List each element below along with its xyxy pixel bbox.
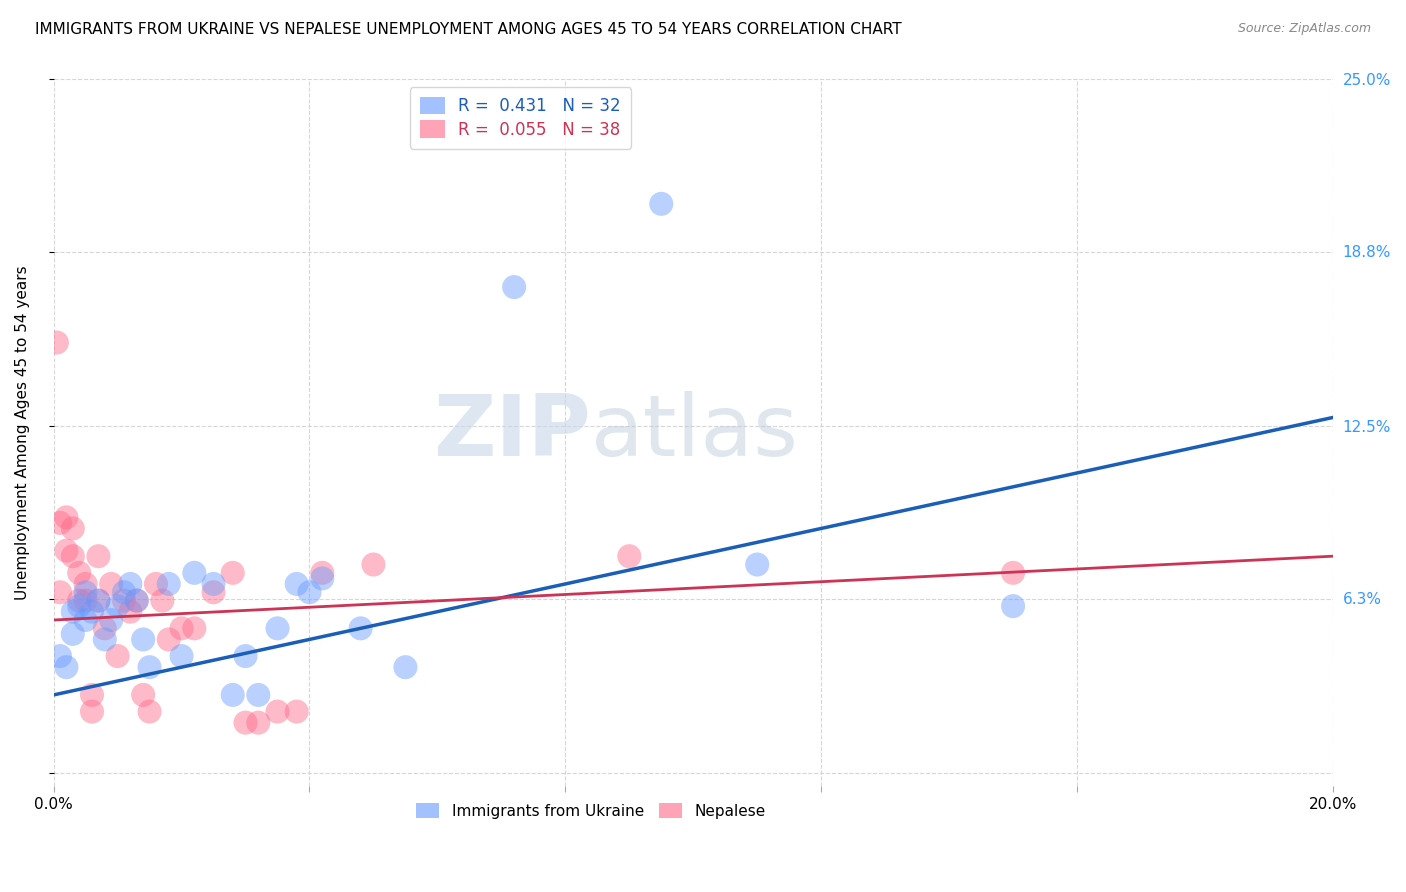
Point: [100, 613, 122, 627]
Point: [94, 621, 117, 635]
Point: [298, 585, 321, 599]
Point: [266, 621, 288, 635]
Point: [138, 660, 160, 674]
Point: [183, 621, 205, 635]
Point: [350, 621, 373, 635]
Point: [49, 585, 72, 599]
Point: [87, 549, 110, 564]
Point: [49, 516, 72, 530]
Point: [75, 593, 97, 607]
Point: [107, 599, 129, 614]
Y-axis label: Unemployment Among Ages 45 to 54 years: Unemployment Among Ages 45 to 54 years: [15, 266, 30, 600]
Point: [125, 593, 148, 607]
Point: [62, 627, 84, 641]
Point: [170, 649, 193, 664]
Point: [62, 521, 84, 535]
Point: [157, 632, 180, 647]
Text: ZIP: ZIP: [433, 392, 591, 475]
Point: [222, 566, 245, 580]
Point: [311, 566, 333, 580]
Text: Source: ZipAtlas.com: Source: ZipAtlas.com: [1237, 22, 1371, 36]
Point: [183, 566, 205, 580]
Point: [100, 577, 122, 591]
Point: [120, 605, 142, 619]
Point: [67, 593, 90, 607]
Point: [650, 197, 672, 211]
Point: [67, 599, 90, 614]
Point: [1002, 599, 1025, 614]
Point: [112, 585, 135, 599]
Point: [503, 280, 526, 294]
Point: [311, 571, 333, 585]
Point: [138, 705, 160, 719]
Point: [80, 688, 103, 702]
Point: [94, 632, 117, 647]
Point: [55, 543, 77, 558]
Point: [132, 632, 155, 647]
Point: [125, 593, 148, 607]
Point: [55, 510, 77, 524]
Point: [747, 558, 769, 572]
Point: [363, 558, 385, 572]
Point: [75, 585, 97, 599]
Point: [285, 705, 308, 719]
Legend: Immigrants from Ukraine, Nepalese: Immigrants from Ukraine, Nepalese: [411, 797, 772, 825]
Point: [247, 715, 270, 730]
Point: [75, 613, 97, 627]
Point: [150, 593, 173, 607]
Point: [145, 577, 167, 591]
Point: [285, 577, 308, 591]
Point: [120, 577, 142, 591]
Point: [170, 621, 193, 635]
Point: [67, 566, 90, 580]
Point: [87, 593, 110, 607]
Point: [62, 549, 84, 564]
Text: atlas: atlas: [591, 392, 799, 475]
Point: [112, 593, 135, 607]
Point: [247, 688, 270, 702]
Point: [55, 660, 77, 674]
Point: [235, 649, 257, 664]
Text: IMMIGRANTS FROM UKRAINE VS NEPALESE UNEMPLOYMENT AMONG AGES 45 TO 54 YEARS CORRE: IMMIGRANTS FROM UKRAINE VS NEPALESE UNEM…: [35, 22, 901, 37]
Point: [266, 705, 288, 719]
Point: [394, 660, 416, 674]
Point: [202, 585, 225, 599]
Point: [87, 593, 110, 607]
Point: [62, 605, 84, 619]
Point: [132, 688, 155, 702]
Point: [45, 335, 67, 350]
Point: [80, 605, 103, 619]
Point: [75, 577, 97, 591]
Point: [235, 715, 257, 730]
Point: [619, 549, 641, 564]
Point: [49, 649, 72, 664]
Point: [1002, 566, 1025, 580]
Point: [202, 577, 225, 591]
Point: [80, 705, 103, 719]
Point: [107, 649, 129, 664]
Point: [222, 688, 245, 702]
Point: [157, 577, 180, 591]
